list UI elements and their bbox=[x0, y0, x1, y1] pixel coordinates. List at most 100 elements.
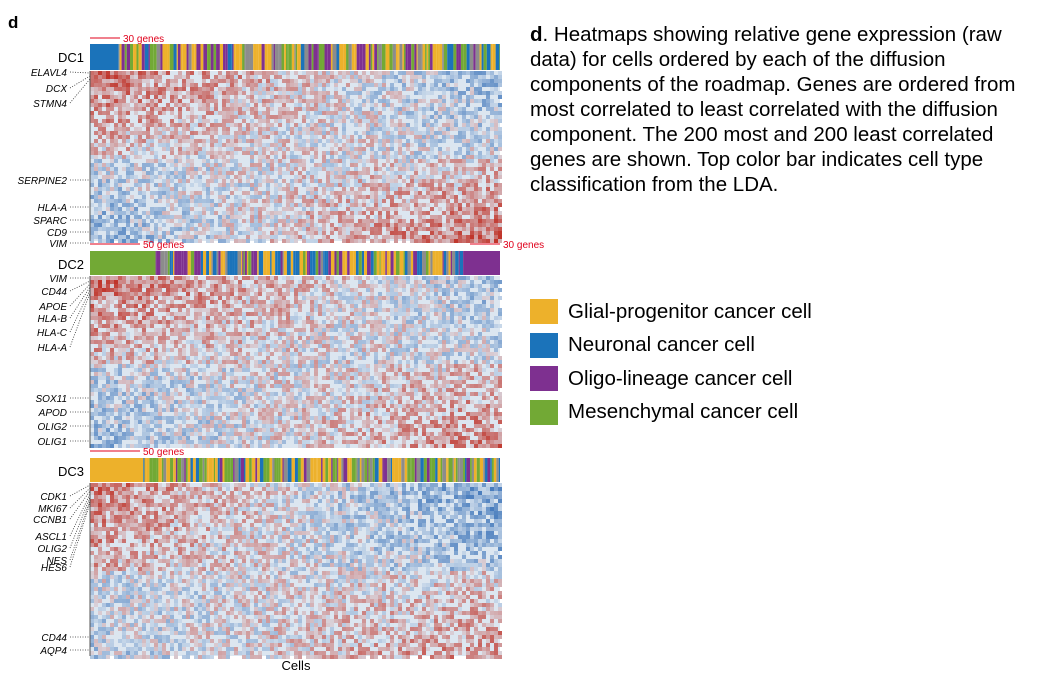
heatmap-cell bbox=[446, 328, 450, 332]
heatmap-cell bbox=[294, 211, 298, 215]
heatmap-cell bbox=[310, 87, 314, 91]
heatmap-cell bbox=[118, 99, 122, 103]
heatmap-cell bbox=[94, 175, 98, 179]
heatmap-cell bbox=[354, 292, 358, 296]
heatmap-cell bbox=[498, 143, 502, 147]
heatmap-cell bbox=[266, 223, 270, 227]
heatmap-cell bbox=[298, 91, 302, 95]
heatmap-cell bbox=[282, 115, 286, 119]
heatmap-cell bbox=[486, 312, 490, 316]
heatmap-cell bbox=[458, 308, 462, 312]
heatmap-cell bbox=[330, 95, 334, 99]
heatmap-cell bbox=[430, 151, 434, 155]
heatmap-cell bbox=[430, 135, 434, 139]
heatmap-cell bbox=[498, 103, 502, 107]
heatmap-cell bbox=[90, 288, 94, 292]
heatmap-cell bbox=[482, 71, 486, 75]
heatmap-cell bbox=[146, 336, 150, 340]
heatmap-cell bbox=[478, 75, 482, 79]
color-bar-cell bbox=[389, 251, 391, 275]
heatmap-cell bbox=[138, 292, 142, 296]
heatmap-cell bbox=[466, 223, 470, 227]
heatmap-cell bbox=[150, 171, 154, 175]
heatmap-cell bbox=[110, 340, 114, 344]
heatmap-cell bbox=[310, 155, 314, 159]
heatmap-cell bbox=[274, 219, 278, 223]
heatmap-cell bbox=[354, 296, 358, 300]
heatmap-cell bbox=[94, 227, 98, 231]
heatmap-cell bbox=[290, 91, 294, 95]
heatmap-cell bbox=[438, 276, 442, 280]
heatmap-cell bbox=[438, 179, 442, 183]
heatmap-cell bbox=[182, 239, 186, 243]
heatmap-cell bbox=[338, 308, 342, 312]
heatmap-cell bbox=[310, 223, 314, 227]
heatmap-cell bbox=[342, 103, 346, 107]
heatmap-cell bbox=[106, 179, 110, 183]
heatmap-cell bbox=[130, 147, 134, 151]
heatmap-cell bbox=[238, 127, 242, 131]
heatmap-cell bbox=[158, 127, 162, 131]
heatmap-cell bbox=[358, 111, 362, 115]
heatmap-cell bbox=[218, 79, 222, 83]
heatmap-cell bbox=[234, 328, 238, 332]
heatmap-cell bbox=[262, 324, 266, 328]
heatmap-cell bbox=[90, 227, 94, 231]
heatmap-cell bbox=[346, 115, 350, 119]
heatmap-cell bbox=[226, 239, 230, 243]
heatmap-cell bbox=[398, 159, 402, 163]
heatmap-cell bbox=[210, 223, 214, 227]
heatmap-cell bbox=[362, 211, 366, 215]
heatmap-cell bbox=[278, 308, 282, 312]
heatmap-cell bbox=[398, 332, 402, 336]
heatmap-cell bbox=[490, 107, 494, 111]
heatmap-cell bbox=[390, 135, 394, 139]
heatmap-cell bbox=[274, 167, 278, 171]
heatmap-cell bbox=[126, 239, 130, 243]
heatmap-cell bbox=[226, 147, 230, 151]
heatmap-cell bbox=[450, 119, 454, 123]
heatmap-cell bbox=[386, 91, 390, 95]
color-bar-cell bbox=[448, 251, 451, 275]
heatmap-cell bbox=[106, 71, 110, 75]
heatmap-cell bbox=[438, 115, 442, 119]
heatmap-cell bbox=[90, 300, 94, 304]
heatmap-cell bbox=[426, 159, 430, 163]
heatmap-cell bbox=[274, 131, 278, 135]
heatmap-cell bbox=[310, 219, 314, 223]
heatmap-cell bbox=[346, 219, 350, 223]
heatmap-cell bbox=[246, 127, 250, 131]
heatmap-cell bbox=[282, 296, 286, 300]
heatmap-cell bbox=[446, 195, 450, 199]
heatmap-cell bbox=[322, 79, 326, 83]
heatmap-cell bbox=[182, 167, 186, 171]
heatmap-cell bbox=[314, 71, 318, 75]
color-bar-cell bbox=[435, 251, 439, 275]
heatmap-cell bbox=[462, 195, 466, 199]
heatmap-cell bbox=[206, 199, 210, 203]
heatmap-cell bbox=[322, 99, 326, 103]
heatmap-cell bbox=[394, 171, 398, 175]
heatmap-cell bbox=[134, 239, 138, 243]
heatmap-cell bbox=[102, 163, 106, 167]
heatmap-cell bbox=[178, 288, 182, 292]
heatmap-cell bbox=[298, 215, 302, 219]
heatmap-cell bbox=[274, 227, 278, 231]
heatmap-cell bbox=[426, 107, 430, 111]
heatmap-cell bbox=[218, 91, 222, 95]
heatmap-cell bbox=[370, 211, 374, 215]
heatmap-cell bbox=[198, 147, 202, 151]
heatmap-cell bbox=[446, 203, 450, 207]
heatmap-cell bbox=[370, 199, 374, 203]
heatmap-cell bbox=[394, 187, 398, 191]
heatmap-cell bbox=[106, 288, 110, 292]
heatmap-cell bbox=[482, 219, 486, 223]
heatmap-cell bbox=[126, 83, 130, 87]
heatmap-cell bbox=[278, 231, 282, 235]
heatmap-cell bbox=[254, 131, 258, 135]
heatmap-cell bbox=[294, 103, 298, 107]
heatmap-cell bbox=[126, 223, 130, 227]
heatmap-cell bbox=[146, 340, 150, 344]
heatmap-cell bbox=[114, 147, 118, 151]
heatmap-cell bbox=[434, 75, 438, 79]
